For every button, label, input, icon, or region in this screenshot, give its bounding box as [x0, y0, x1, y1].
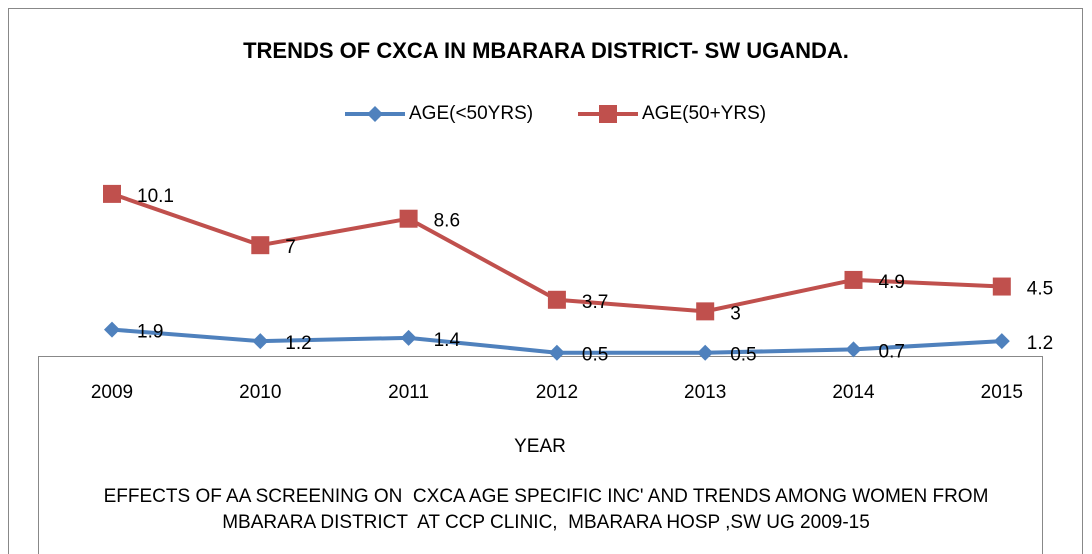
x-axis-label: YEAR [514, 436, 566, 457]
data-label: 1.2 [285, 333, 311, 354]
marker [547, 290, 566, 309]
x-tick-label: 2014 [832, 382, 875, 403]
caption-line: EFFECTS OF AA SCREENING ON CXCA AGE SPEC… [104, 486, 989, 507]
data-label: 0.5 [730, 345, 756, 366]
marker [993, 333, 1010, 350]
marker [992, 277, 1011, 296]
data-label: 8.6 [434, 211, 460, 232]
data-label: 3.7 [582, 292, 608, 313]
legend-label: AGE(50+YRS) [642, 103, 766, 124]
marker [599, 105, 617, 123]
marker [367, 106, 383, 122]
marker [845, 341, 862, 358]
caption-line: MBARARA DISTRICT AT CCP CLINIC, MBARARA … [222, 512, 870, 533]
data-label: 0.7 [879, 341, 905, 362]
marker [696, 302, 715, 321]
x-tick-label: 2011 [388, 382, 429, 403]
data-label: 7 [285, 237, 296, 258]
data-label: 10.1 [137, 186, 174, 207]
marker [399, 209, 418, 228]
x-tick-label: 2010 [239, 382, 281, 403]
marker [697, 344, 714, 361]
marker [548, 344, 565, 361]
marker [251, 236, 270, 255]
marker [400, 329, 417, 346]
data-label: 1.4 [434, 330, 461, 351]
axis-box [38, 356, 1043, 554]
data-label: 1.2 [1027, 333, 1053, 354]
marker [844, 270, 863, 289]
x-tick-label: 2013 [684, 382, 726, 403]
data-label: 0.5 [582, 345, 608, 366]
marker [252, 333, 269, 350]
data-label: 4.5 [1027, 279, 1053, 300]
x-tick-label: 2012 [536, 382, 578, 403]
data-label: 3 [730, 303, 741, 324]
chart-title: TRENDS OF CXCA IN MBARARA DISTRICT- SW U… [243, 38, 849, 63]
data-label: 1.9 [137, 322, 163, 343]
marker [103, 184, 121, 203]
legend-label: AGE(<50YRS) [409, 103, 533, 124]
marker [104, 321, 120, 338]
x-tick-label: 2009 [91, 382, 133, 403]
data-label: 4.9 [879, 272, 905, 293]
x-tick-label: 2015 [981, 382, 1023, 403]
